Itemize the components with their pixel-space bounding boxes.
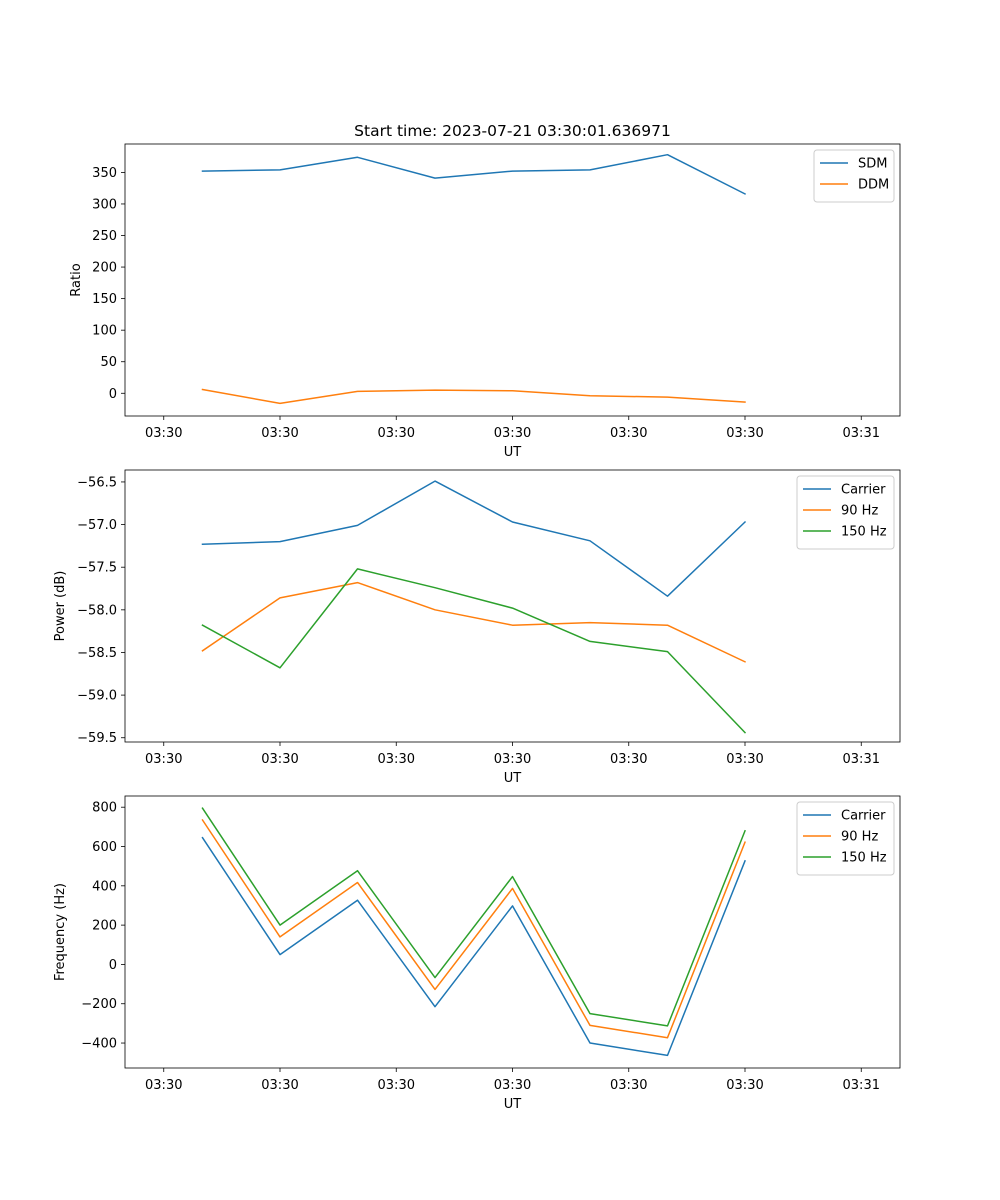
legend-label-sdm: SDM: [858, 157, 887, 172]
legend: Carrier 90 Hz 150 Hz: [796, 801, 895, 876]
chart-panel-2: 03:30 03:30 03:30 03:30 03:30 03:30 03:31 −59.5…: [53, 469, 901, 786]
y-tick-label: 300: [92, 197, 117, 212]
x-axis-label: UT: [504, 445, 522, 460]
x-tick-label: 03:30: [378, 426, 415, 441]
legend-label-90-hz: 90 Hz: [841, 504, 878, 519]
series-line-90-hz: [201, 581, 746, 663]
y-tick-label: −59.5: [77, 731, 117, 746]
y-tick-label: −400: [81, 1037, 117, 1052]
legend: SDM DDM: [813, 149, 895, 203]
x-tick-label: 03:30: [610, 752, 647, 767]
y-tick-label: 0: [109, 958, 117, 973]
y-tick-label: 200: [92, 261, 117, 276]
x-tick-label: 03:30: [494, 1078, 531, 1093]
series-line-sdm: [201, 153, 747, 195]
x-tick-label: 03:30: [610, 1078, 647, 1093]
y-tick-label: −57.5: [77, 561, 117, 576]
legend: Carrier 90 Hz 150 Hz: [796, 475, 895, 550]
y-tick-label: −58.5: [77, 646, 117, 661]
y-axis-label: Ratio: [69, 263, 84, 296]
x-tick-label: 03:30: [494, 426, 531, 441]
series-line-90-hz: [201, 818, 746, 1039]
x-axis-label: UT: [504, 771, 522, 786]
x-tick-label: 03:30: [145, 426, 182, 441]
y-tick-label: 350: [92, 166, 117, 181]
axes-frame: [124, 795, 901, 1069]
y-tick-label: 400: [92, 879, 117, 894]
x-tick-label: 03:31: [843, 426, 880, 441]
x-tick-label: 03:30: [145, 1078, 182, 1093]
legend-label-90-hz: 90 Hz: [841, 830, 878, 845]
series-line-carrier: [201, 836, 746, 1057]
x-tick-label: 03:31: [843, 752, 880, 767]
x-tick-label: 03:30: [378, 752, 415, 767]
y-tick-label: 250: [92, 229, 117, 244]
y-tick-label: 100: [92, 324, 117, 339]
series-line-150-hz: [201, 807, 746, 1027]
y-tick-label: 200: [92, 919, 117, 934]
x-tick-label: 03:30: [610, 426, 647, 441]
legend-label-ddm: DDM: [858, 178, 889, 193]
y-axis-label: Frequency (Hz): [53, 883, 68, 981]
chart-panel-1: 03:30 03:30 03:30 03:30 03:30 03:30 03:31 0 50 10…: [69, 122, 901, 460]
axes-frame: [124, 469, 901, 743]
chart-panel-3: 03:30 03:30 03:30 03:30 03:30 03:30 03:31 −400 −…: [53, 795, 901, 1112]
chart-title: Start time: 2023-07-21 03:30:01.636971: [354, 122, 671, 140]
x-tick-label: 03:30: [261, 426, 298, 441]
x-tick-label: 03:30: [261, 1078, 298, 1093]
y-tick-label: 800: [92, 801, 117, 816]
y-axis-label: Power (dB): [53, 571, 68, 642]
y-tick-label: 600: [92, 840, 117, 855]
x-tick-label: 03:30: [726, 426, 763, 441]
x-tick-label: 03:30: [726, 1078, 763, 1093]
y-tick-label: −200: [81, 997, 117, 1012]
y-tick-label: 50: [100, 355, 117, 370]
series-line-ddm: [201, 388, 746, 405]
x-tick-label: 03:30: [145, 752, 182, 767]
legend-label-150-hz: 150 Hz: [841, 525, 887, 540]
y-tick-label: 150: [92, 292, 117, 307]
y-tick-label: 0: [109, 387, 117, 402]
x-tick-label: 03:30: [261, 752, 298, 767]
y-tick-label: −57.0: [77, 518, 117, 533]
x-tick-label: 03:30: [494, 752, 531, 767]
axes-frame: [124, 143, 901, 417]
y-tick-label: −58.0: [77, 603, 117, 618]
x-tick-label: 03:30: [378, 1078, 415, 1093]
series-line-150-hz: [201, 568, 747, 734]
x-tick-label: 03:31: [843, 1078, 880, 1093]
y-tick-label: −56.5: [77, 475, 117, 490]
series-line-carrier: [201, 480, 747, 597]
legend-label-carrier: Carrier: [841, 483, 886, 498]
legend-label-150-hz: 150 Hz: [841, 851, 887, 866]
y-tick-label: −59.0: [77, 689, 117, 704]
x-axis-label: UT: [504, 1097, 522, 1112]
x-tick-label: 03:30: [726, 752, 763, 767]
legend-label-carrier: Carrier: [841, 809, 886, 824]
